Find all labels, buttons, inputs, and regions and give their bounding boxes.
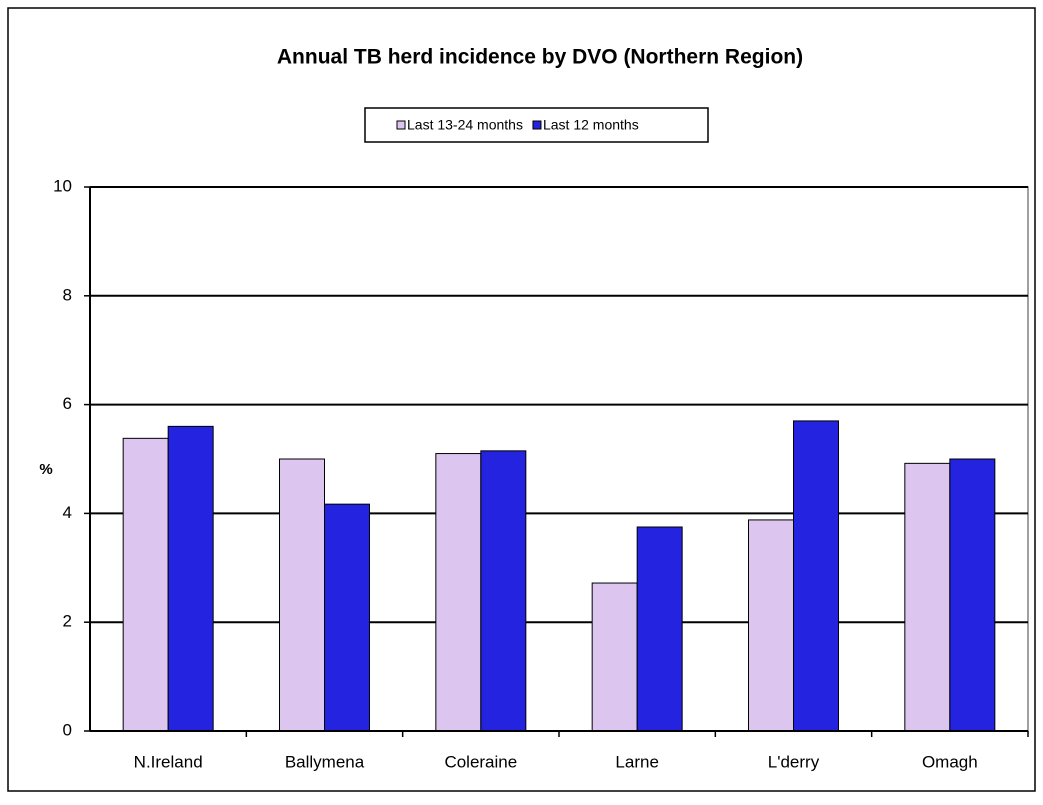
y-tick-label: 6	[63, 394, 72, 413]
x-tick-label: L'derry	[768, 752, 820, 771]
x-tick-label: Coleraine	[444, 752, 517, 771]
y-tick-label: 0	[63, 720, 72, 739]
x-tick-label: N.Ireland	[134, 752, 203, 771]
bar	[904, 462, 951, 732]
legend-swatch	[396, 120, 406, 130]
bar	[748, 519, 794, 732]
y-tick-label: 8	[63, 285, 72, 304]
x-tick-label: Ballymena	[285, 752, 365, 771]
bar	[122, 437, 169, 732]
legend-label: Last 13-24 months	[407, 117, 523, 133]
bar	[279, 458, 325, 732]
y-tick-label: 10	[53, 176, 72, 195]
bar	[480, 450, 527, 732]
bar	[949, 458, 996, 732]
legend-label: Last 12 months	[543, 117, 639, 133]
legend-swatch	[532, 120, 542, 130]
plot-area	[89, 186, 1029, 732]
y-axis-label: %	[39, 461, 52, 478]
y-tick-label: 4	[63, 503, 72, 522]
bar	[636, 526, 683, 732]
x-tick-label: Larne	[615, 752, 658, 771]
bar	[591, 582, 638, 732]
bar	[324, 503, 370, 732]
bar	[435, 453, 482, 732]
y-tick-label: 2	[63, 612, 72, 631]
bar	[167, 425, 214, 732]
x-tick-label: Omagh	[922, 752, 978, 771]
bar	[793, 420, 839, 732]
chart-title: Annual TB herd incidence by DVO (Norther…	[277, 46, 803, 69]
